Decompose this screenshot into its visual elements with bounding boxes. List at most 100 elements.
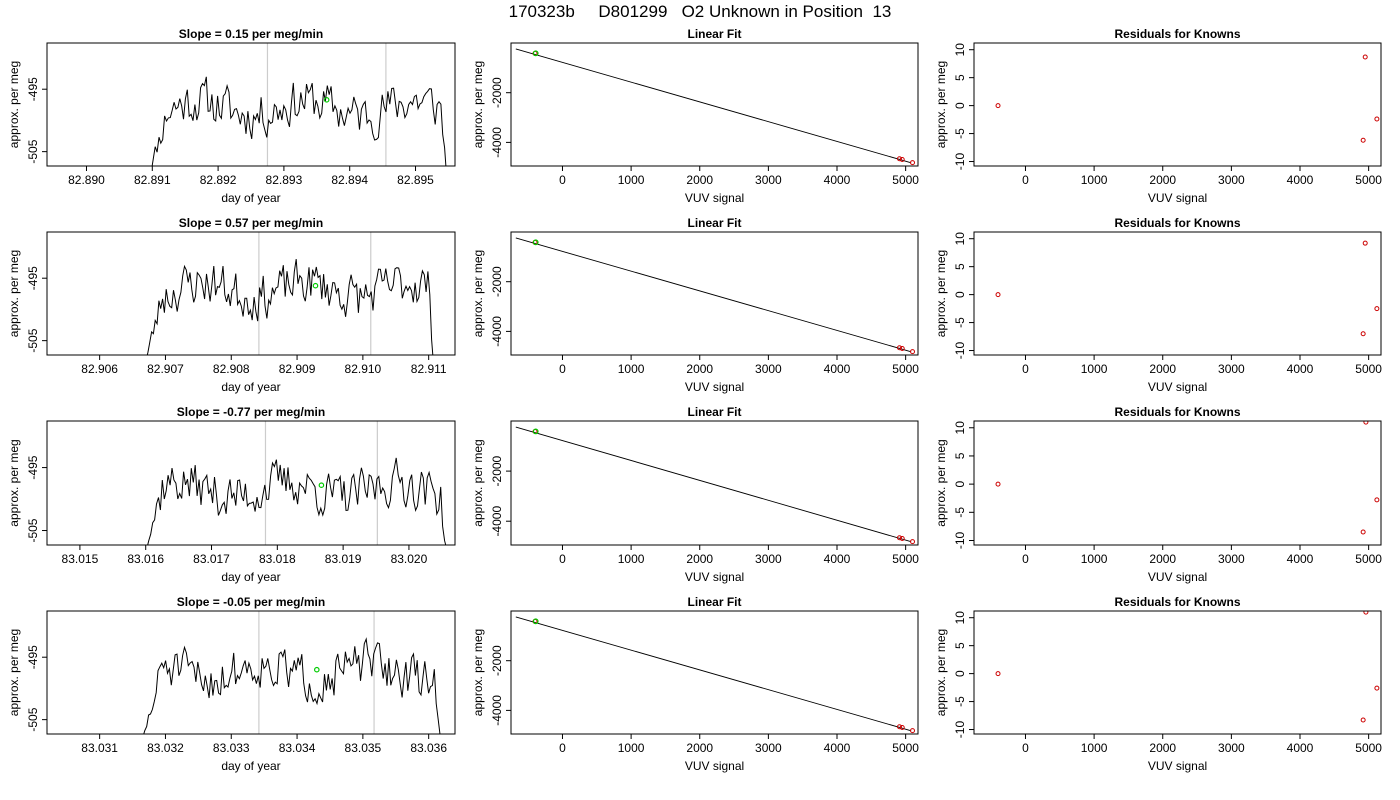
x-axis-label: VUV signal (1148, 759, 1207, 773)
unknown-mean-point (323, 97, 330, 103)
standard-point (896, 345, 902, 351)
y-tick-label: -505 (26, 518, 40, 542)
unknown-point (532, 618, 539, 625)
plot-frame (46, 610, 456, 735)
x-tick-label: 82.908 (213, 362, 250, 376)
x-tick-label: 83.035 (345, 741, 382, 755)
y-tick-label: -5 (953, 128, 967, 139)
unknown-point (532, 50, 539, 57)
x-tick-label: 4000 (1287, 552, 1314, 566)
y-tick-label: 0 (953, 480, 967, 487)
panel-2-3: 0 1000 2000 3000 4000 5000 10 5 0 -5 -10 Residuals … (934, 216, 1382, 394)
y-axis-label: approx. per meg (7, 250, 21, 337)
y-tick-label: 5 (953, 263, 967, 270)
residual-point (995, 292, 1001, 298)
residual-point (1363, 421, 1369, 425)
y-tick-label: 5 (953, 74, 967, 81)
plot-area (995, 240, 1380, 337)
x-tick-label: 5000 (1355, 362, 1382, 376)
x-tick-label: 82.894 (331, 173, 368, 187)
plot-area (143, 611, 441, 734)
x-tick-label: 83.036 (410, 741, 447, 755)
y-tick-label: -4000 (490, 127, 504, 158)
figure-title: 170323b D801299 O2 Unknown in Position 1… (508, 2, 892, 21)
plot-area (515, 48, 916, 166)
y-tick-label: 10 (953, 43, 967, 57)
panel-title: Linear Fit (687, 595, 741, 609)
x-axis-label: VUV signal (685, 759, 744, 773)
standard-point (896, 724, 902, 730)
residual-point (1374, 306, 1380, 312)
x-tick-label: 83.031 (81, 741, 118, 755)
x-tick-label: 3000 (755, 741, 782, 755)
y-tick-label: -2000 (490, 77, 504, 108)
panel-2-2: 0 1000 2000 3000 4000 5000 -2000 -4000 Linear Fi… (471, 216, 919, 394)
plot-frame (46, 42, 456, 167)
unknown-point (532, 239, 539, 246)
x-tick-label: 0 (1022, 173, 1029, 187)
fit-line (515, 616, 912, 732)
y-tick-label: -505 (26, 707, 40, 731)
x-tick-label: 1000 (618, 362, 645, 376)
panel-1-3: 0 1000 2000 3000 4000 5000 10 5 0 -5 -10 Residuals … (934, 27, 1382, 205)
panel-4-2: 0 1000 2000 3000 4000 5000 -2000 -4000 Linear Fi… (471, 595, 919, 773)
x-tick-label: 4000 (824, 173, 851, 187)
unknown-mean-point (318, 482, 325, 489)
x-tick-label: 1000 (1081, 362, 1108, 376)
x-tick-label: 1000 (618, 552, 645, 566)
residual-point (1360, 331, 1366, 337)
standard-point (910, 728, 916, 734)
x-tick-label: 0 (559, 552, 566, 566)
y-axis-label: approx. per meg (934, 439, 948, 526)
x-tick-label: 4000 (1287, 741, 1314, 755)
residual-point (995, 481, 1001, 487)
x-tick-label: 2000 (1149, 741, 1176, 755)
plot-frame (973, 420, 1382, 546)
x-tick-label: 2000 (1149, 173, 1176, 187)
x-tick-label: 2000 (1149, 362, 1176, 376)
y-tick-label: -2000 (490, 645, 504, 676)
plot-area (151, 43, 447, 166)
x-axis-label: day of year (221, 759, 280, 773)
y-tick-label: -2000 (490, 266, 504, 297)
residual-point (1374, 116, 1380, 122)
plot-area (146, 232, 434, 355)
plot-frame (46, 420, 456, 546)
signal-trace (151, 76, 447, 166)
y-tick-label: -10 (953, 342, 967, 360)
panel-3-1: 83.015 83.016 83.017 83.018 83.019 83.020 -495… (7, 405, 456, 584)
x-tick-label: 5000 (1355, 741, 1382, 755)
residual-point (995, 103, 1001, 109)
plot-frame (510, 42, 919, 167)
x-axis-label: day of year (221, 191, 280, 205)
y-tick-label: -4000 (490, 316, 504, 347)
panel-title: Residuals for Knowns (1114, 27, 1240, 41)
y-tick-label: -10 (953, 153, 967, 171)
panel-4-1: 83.031 83.032 83.033 83.034 83.035 83.036 -495… (7, 595, 456, 773)
residual-point (1374, 685, 1380, 691)
y-tick-label: 10 (953, 232, 967, 246)
plot-frame (510, 610, 919, 735)
x-tick-label: 5000 (892, 552, 919, 566)
plot-area (515, 426, 916, 545)
panel-title: Residuals for Knowns (1114, 216, 1240, 230)
plot-frame (973, 610, 1382, 735)
y-tick-label: -5 (953, 696, 967, 707)
x-tick-label: 3000 (1218, 552, 1245, 566)
y-axis-label: approx. per meg (471, 439, 485, 526)
panel-3-2: 0 1000 2000 3000 4000 5000 -2000 -4000 Linear Fi… (471, 405, 919, 584)
x-tick-label: 82.893 (266, 173, 303, 187)
x-tick-label: 83.018 (259, 552, 296, 566)
y-tick-label: -5 (953, 507, 967, 518)
x-tick-label: 83.016 (127, 552, 164, 566)
y-tick-label: -495 (26, 645, 40, 669)
residual-point (1360, 717, 1366, 723)
y-tick-label: 0 (953, 670, 967, 677)
x-tick-label: 2000 (686, 173, 713, 187)
x-tick-label: 0 (1022, 552, 1029, 566)
plot-frame (973, 231, 1382, 356)
x-tick-label: 2000 (1149, 552, 1176, 566)
x-tick-label: 3000 (1218, 741, 1245, 755)
x-tick-label: 4000 (1287, 362, 1314, 376)
